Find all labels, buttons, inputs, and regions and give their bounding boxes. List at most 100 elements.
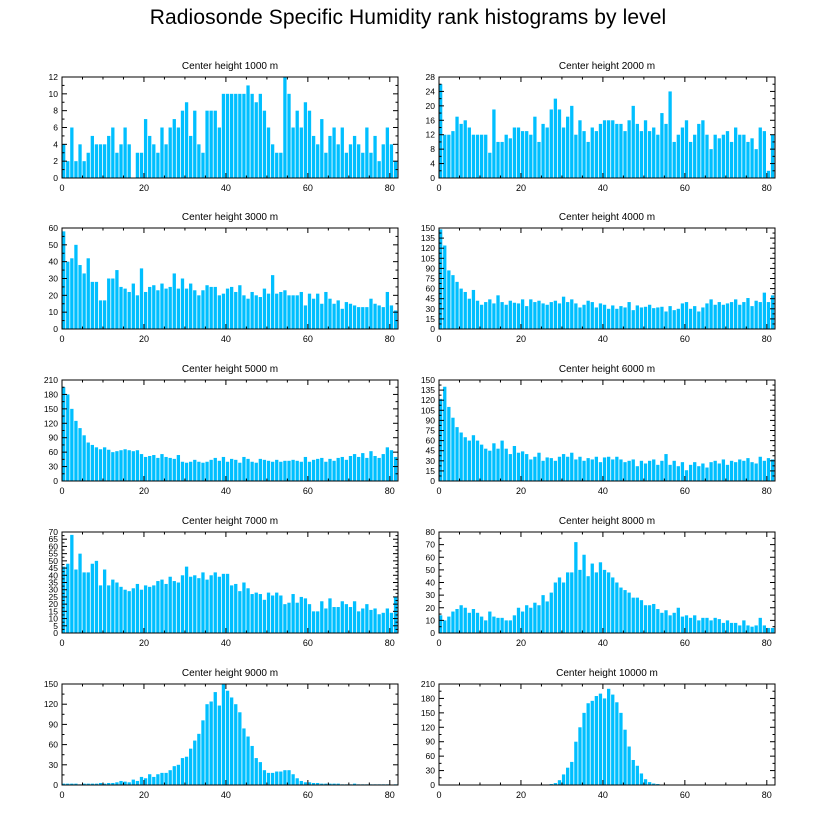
bar	[635, 466, 639, 481]
bar	[725, 464, 730, 481]
bar	[758, 456, 762, 481]
bar	[582, 554, 586, 633]
bar	[135, 780, 140, 785]
bar	[180, 110, 185, 178]
bar	[373, 303, 377, 329]
bar	[615, 702, 619, 785]
bar	[303, 782, 308, 785]
bar	[697, 620, 701, 634]
bar	[668, 615, 672, 633]
bar	[520, 611, 525, 633]
bar	[201, 152, 205, 178]
y-tick-label: 12	[426, 130, 436, 140]
bar	[250, 461, 254, 481]
y-tick-label: 120	[44, 418, 58, 428]
bar	[156, 152, 160, 178]
bar	[66, 161, 70, 178]
bar	[545, 304, 549, 329]
bar	[643, 779, 648, 785]
bar	[348, 607, 353, 633]
bar	[615, 123, 619, 178]
y-tick-label: 150	[44, 679, 58, 689]
bar	[516, 452, 521, 481]
bar	[709, 299, 713, 329]
bar	[750, 626, 754, 633]
y-tick-label: 40	[49, 257, 59, 267]
bar	[143, 456, 148, 481]
y-tick-label: 35	[49, 578, 59, 588]
bar	[189, 283, 193, 329]
bar	[230, 286, 234, 329]
bar	[443, 245, 447, 329]
bar	[221, 456, 226, 481]
bar	[102, 300, 107, 329]
bar	[205, 579, 209, 633]
y-tick-label: 70	[426, 540, 436, 550]
bar	[66, 394, 70, 481]
bar	[561, 127, 566, 178]
bar	[238, 591, 242, 633]
bar	[148, 135, 152, 178]
bar	[516, 607, 521, 633]
bar	[320, 457, 324, 481]
bar	[230, 93, 234, 178]
bar	[209, 286, 213, 329]
y-tick-label: 30	[49, 274, 59, 284]
bar	[168, 770, 172, 785]
x-tick-label: 80	[762, 486, 772, 496]
bar	[348, 144, 353, 178]
bar	[164, 456, 168, 481]
bar	[152, 776, 156, 785]
y-tick-label: 5	[53, 621, 58, 631]
bar	[94, 560, 99, 633]
x-tick-label: 0	[59, 183, 64, 193]
y-tick-label: 50	[49, 240, 59, 250]
bar	[746, 625, 750, 633]
bar	[332, 303, 336, 329]
bar	[98, 585, 103, 633]
bar	[541, 123, 545, 178]
bar	[533, 456, 537, 481]
bar	[172, 581, 176, 633]
bar	[143, 585, 148, 633]
bar	[373, 608, 377, 633]
bar	[303, 305, 308, 329]
bar	[86, 442, 90, 481]
bar	[213, 692, 217, 785]
bar	[180, 758, 185, 785]
x-tick-label: 20	[139, 790, 149, 800]
panel-6: Center height 6000 m0 20 40 60 8001530456075…	[421, 364, 776, 496]
bar	[250, 745, 254, 785]
y-tick-label: 90	[426, 737, 436, 747]
bar	[373, 455, 377, 481]
x-tick-label: 0	[436, 638, 441, 648]
bar	[324, 152, 328, 178]
bar	[197, 578, 201, 633]
bar	[86, 152, 90, 178]
bar	[340, 601, 344, 633]
bar	[705, 134, 709, 178]
bar	[328, 598, 332, 633]
bar	[475, 612, 480, 633]
bar	[729, 141, 734, 178]
bar	[180, 278, 185, 329]
bar	[205, 110, 209, 178]
bar	[586, 141, 590, 178]
bar	[537, 605, 541, 633]
bar	[266, 592, 271, 633]
x-tick-label: 40	[598, 183, 608, 193]
bar	[598, 123, 603, 178]
bar	[627, 592, 631, 633]
bar	[541, 460, 545, 481]
bar	[143, 291, 148, 329]
bar	[484, 134, 488, 178]
bar	[131, 451, 135, 481]
bar	[582, 460, 586, 481]
x-tick-label: 0	[436, 183, 441, 193]
bar	[373, 135, 377, 178]
bar	[705, 617, 709, 633]
bar	[365, 457, 369, 481]
bar	[664, 610, 668, 633]
y-tick-label: 60	[49, 223, 59, 233]
bar	[647, 782, 652, 785]
